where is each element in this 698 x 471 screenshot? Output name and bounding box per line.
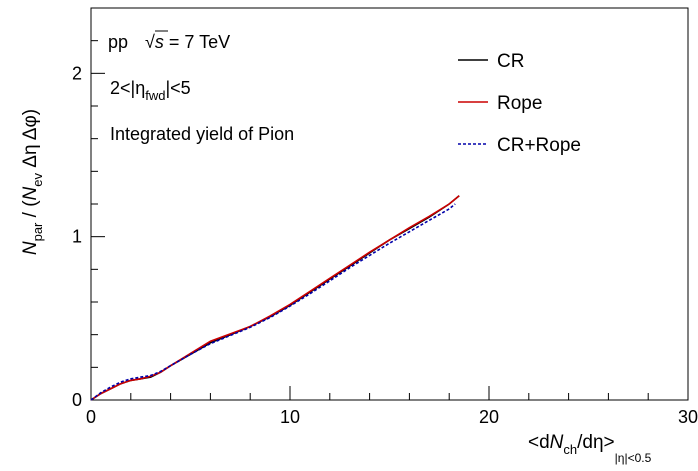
annotation-system: pp [108,32,128,52]
series-line-cr [90,195,460,401]
x-tick-label: 0 [86,407,96,427]
annotation-yield: Integrated yield of Pion [110,124,294,144]
x-tick-label: 30 [678,407,698,427]
x-ticks [90,386,689,400]
y-tick-label: 2 [72,63,82,83]
plot-frame [90,7,689,401]
sqrt-s: s [155,32,164,52]
annotation-energy: √s = 7 TeV [145,32,230,52]
legend: CR Rope CR+Rope [458,51,581,156]
legend-label: CR [497,51,524,72]
y-ticks [91,7,105,401]
x-tick-label: 20 [479,407,499,427]
y-tick-label: 0 [72,390,82,410]
y-tick-label: 1 [72,227,82,247]
sqrt-symbol: √ [145,32,155,52]
legend-label: Rope [497,93,542,114]
series-line-rope [90,195,460,401]
x-tick-labels: 0 10 20 30 [86,407,698,427]
x-tick-label: 10 [280,407,300,427]
energy-value: = 7 TeV [164,32,230,52]
legend-label: CR+Rope [497,135,581,156]
annotation-eta-cut: 2<|ηfwd|<5 [110,78,191,103]
series-lines [90,195,460,401]
y-axis-label: Npar / (Nev Δη Δφ) [20,109,45,255]
y-tick-labels: 0 1 2 [72,63,82,410]
series-line-cr-rope [90,203,456,401]
x-axis-label: <dNch/dη>|η|<0.5 [528,432,652,465]
